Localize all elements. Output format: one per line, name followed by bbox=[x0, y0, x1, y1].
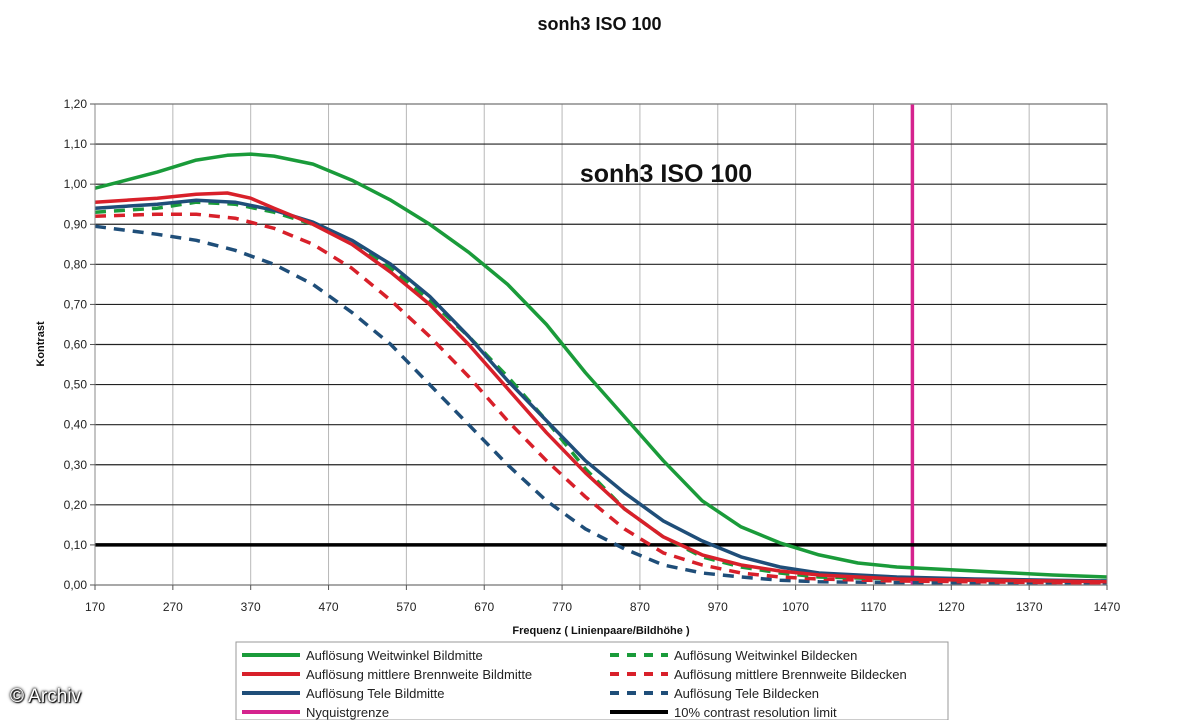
y-tick-label: 0,10 bbox=[64, 538, 88, 552]
legend-box bbox=[235, 641, 949, 720]
y-tick-label: 0,20 bbox=[64, 498, 88, 512]
x-tick-label: 970 bbox=[708, 600, 728, 614]
legend-label: Nyquistgrenze bbox=[306, 705, 389, 720]
chart-title: sonh3 ISO 100 bbox=[537, 14, 662, 34]
x-tick-label: 470 bbox=[319, 600, 339, 614]
y-tick-label: 1,20 bbox=[64, 97, 88, 111]
y-tick-label: 0,40 bbox=[64, 418, 88, 432]
y-tick-label: 1,00 bbox=[64, 177, 88, 191]
y-tick-label: 1,10 bbox=[64, 137, 88, 151]
series-layer bbox=[94, 104, 1108, 586]
legend: Auflösung Weitwinkel Bildmitte Auflösung … bbox=[235, 641, 949, 720]
legend-label: 10% contrast resolution limit bbox=[674, 705, 837, 720]
copyright-watermark: © Archiv bbox=[10, 686, 82, 707]
legend-label: Auflösung Weitwinkel Bildecken bbox=[674, 648, 857, 663]
x-tick-label: 1170 bbox=[861, 600, 887, 614]
x-tick-label: 1370 bbox=[1016, 600, 1043, 614]
legend-label: Auflösung Tele Bildmitte bbox=[306, 686, 445, 701]
x-axis-label: Frequenz ( Linienpaare/Bildhöhe ) bbox=[512, 625, 690, 637]
y-tick-label: 0,70 bbox=[64, 297, 88, 311]
series-line-0 bbox=[94, 152, 1108, 579]
series-line-2 bbox=[94, 191, 1108, 584]
x-tick-label: 270 bbox=[163, 600, 183, 614]
series-line-4 bbox=[94, 198, 1108, 583]
tick-labels: 170 270 370 470 570 670 770 870 970 1070 1170 1270 1… bbox=[64, 97, 1121, 614]
legend-label: Auflösung Tele Bildecken bbox=[674, 686, 819, 701]
x-tick-label: 1470 bbox=[1094, 600, 1121, 614]
x-tick-label: 570 bbox=[396, 600, 416, 614]
inner-chart-title: sonh3 ISO 100 bbox=[580, 160, 752, 188]
y-axis-label: Kontrast bbox=[35, 321, 47, 367]
series-line-5 bbox=[94, 224, 1107, 586]
x-tick-label: 1270 bbox=[938, 600, 965, 614]
y-tick-label: 0,00 bbox=[64, 578, 88, 592]
x-tick-label: 370 bbox=[241, 600, 261, 614]
y-tick-label: 0,60 bbox=[64, 338, 88, 352]
series-line-3 bbox=[94, 212, 1108, 585]
legend-label: Auflösung Weitwinkel Bildmitte bbox=[306, 648, 483, 663]
legend-label: Auflösung mittlere Brennweite Bildecken bbox=[674, 667, 907, 682]
y-tick-label: 0,90 bbox=[64, 217, 88, 231]
x-tick-label: 1070 bbox=[782, 600, 809, 614]
x-tick-label: 670 bbox=[474, 600, 494, 614]
y-tick-label: 0,50 bbox=[64, 378, 88, 392]
x-tick-label: 870 bbox=[630, 600, 650, 614]
x-tick-label: 170 bbox=[85, 600, 105, 614]
y-tick-label: 0,80 bbox=[64, 257, 88, 271]
y-tick-label: 0,30 bbox=[64, 458, 88, 472]
legend-label: Auflösung mittlere Brennweite Bildmitte bbox=[306, 667, 532, 682]
x-tick-label: 770 bbox=[552, 600, 572, 614]
